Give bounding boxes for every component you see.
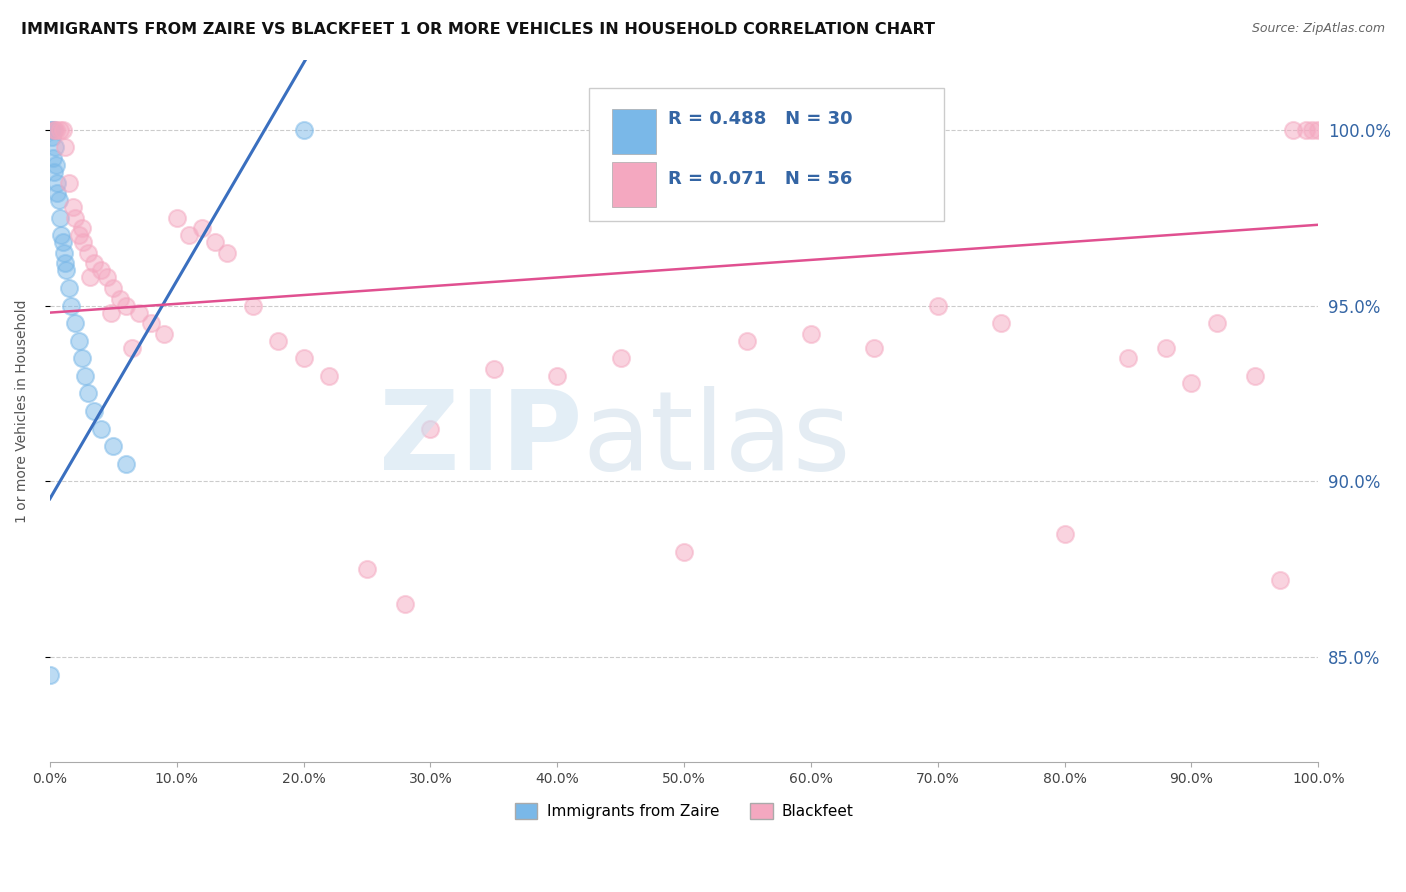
- Point: [42, 151, 65, 165]
- Point: [1282, 123, 1305, 137]
- Point: [121, 341, 143, 355]
- Point: [41, 123, 63, 137]
- Point: [58, 176, 80, 190]
- Point: [48, 193, 70, 207]
- Point: [49, 123, 72, 137]
- Point: [990, 316, 1012, 330]
- Point: [96, 270, 118, 285]
- Point: [70, 221, 93, 235]
- Point: [927, 299, 949, 313]
- Point: [419, 421, 441, 435]
- Point: [128, 305, 150, 319]
- Point: [267, 334, 290, 348]
- Point: [77, 386, 100, 401]
- Point: [39, 667, 62, 681]
- Point: [77, 245, 100, 260]
- Point: [79, 270, 101, 285]
- Point: [42, 123, 65, 137]
- Point: [58, 281, 80, 295]
- Legend: Immigrants from Zaire, Blackfeet: Immigrants from Zaire, Blackfeet: [509, 797, 859, 825]
- Point: [63, 211, 86, 225]
- Point: [141, 316, 163, 330]
- Text: R = 0.488   N = 30: R = 0.488 N = 30: [668, 111, 852, 128]
- Point: [1244, 368, 1267, 383]
- Point: [1205, 316, 1227, 330]
- Point: [45, 186, 67, 201]
- Point: [83, 404, 105, 418]
- Point: [179, 228, 201, 243]
- Point: [1295, 123, 1317, 137]
- Point: [108, 292, 131, 306]
- Point: [1301, 123, 1323, 137]
- Point: [103, 439, 125, 453]
- Point: [44, 165, 66, 179]
- Point: [242, 299, 264, 313]
- Point: [153, 326, 176, 341]
- Point: [41, 129, 63, 144]
- Point: [75, 368, 97, 383]
- Point: [55, 263, 77, 277]
- Point: [51, 123, 73, 137]
- Point: [62, 200, 84, 214]
- FancyBboxPatch shape: [612, 161, 657, 207]
- Point: [318, 368, 340, 383]
- Point: [100, 305, 122, 319]
- Point: [52, 245, 75, 260]
- Point: [51, 228, 73, 243]
- Point: [673, 544, 696, 558]
- Point: [67, 334, 90, 348]
- Point: [115, 299, 138, 313]
- Point: [45, 158, 67, 172]
- Text: atlas: atlas: [582, 385, 851, 492]
- Text: Source: ZipAtlas.com: Source: ZipAtlas.com: [1251, 22, 1385, 36]
- Point: [1308, 123, 1330, 137]
- Point: [356, 562, 378, 576]
- Point: [609, 351, 631, 366]
- Point: [292, 351, 315, 366]
- Text: IMMIGRANTS FROM ZAIRE VS BLACKFEET 1 OR MORE VEHICLES IN HOUSEHOLD CORRELATION C: IMMIGRANTS FROM ZAIRE VS BLACKFEET 1 OR …: [21, 22, 935, 37]
- Y-axis label: 1 or more Vehicles in Household: 1 or more Vehicles in Household: [15, 300, 30, 523]
- Point: [217, 245, 239, 260]
- Point: [1116, 351, 1139, 366]
- Text: ZIP: ZIP: [380, 385, 582, 492]
- Point: [546, 368, 568, 383]
- Point: [67, 228, 90, 243]
- Point: [1180, 376, 1202, 390]
- Point: [39, 123, 62, 137]
- Point: [46, 176, 69, 190]
- Point: [70, 351, 93, 366]
- FancyBboxPatch shape: [612, 109, 657, 154]
- Point: [1053, 527, 1076, 541]
- Point: [51, 235, 73, 250]
- Point: [63, 316, 86, 330]
- Point: [90, 421, 112, 435]
- Point: [53, 140, 76, 154]
- Point: [482, 362, 505, 376]
- Point: [72, 235, 94, 250]
- Point: [90, 263, 112, 277]
- Point: [103, 281, 125, 295]
- Point: [166, 211, 188, 225]
- Point: [1154, 341, 1177, 355]
- Point: [115, 457, 138, 471]
- FancyBboxPatch shape: [589, 87, 943, 221]
- Point: [737, 334, 759, 348]
- Point: [44, 140, 66, 154]
- Point: [42, 123, 65, 137]
- Point: [83, 256, 105, 270]
- Point: [49, 211, 72, 225]
- Text: R = 0.071   N = 56: R = 0.071 N = 56: [668, 170, 852, 188]
- Point: [53, 256, 76, 270]
- Point: [45, 123, 67, 137]
- Point: [191, 221, 214, 235]
- Point: [863, 341, 886, 355]
- Point: [800, 326, 823, 341]
- Point: [394, 597, 416, 611]
- Point: [60, 299, 83, 313]
- Point: [1270, 573, 1292, 587]
- Point: [292, 123, 315, 137]
- Point: [204, 235, 226, 250]
